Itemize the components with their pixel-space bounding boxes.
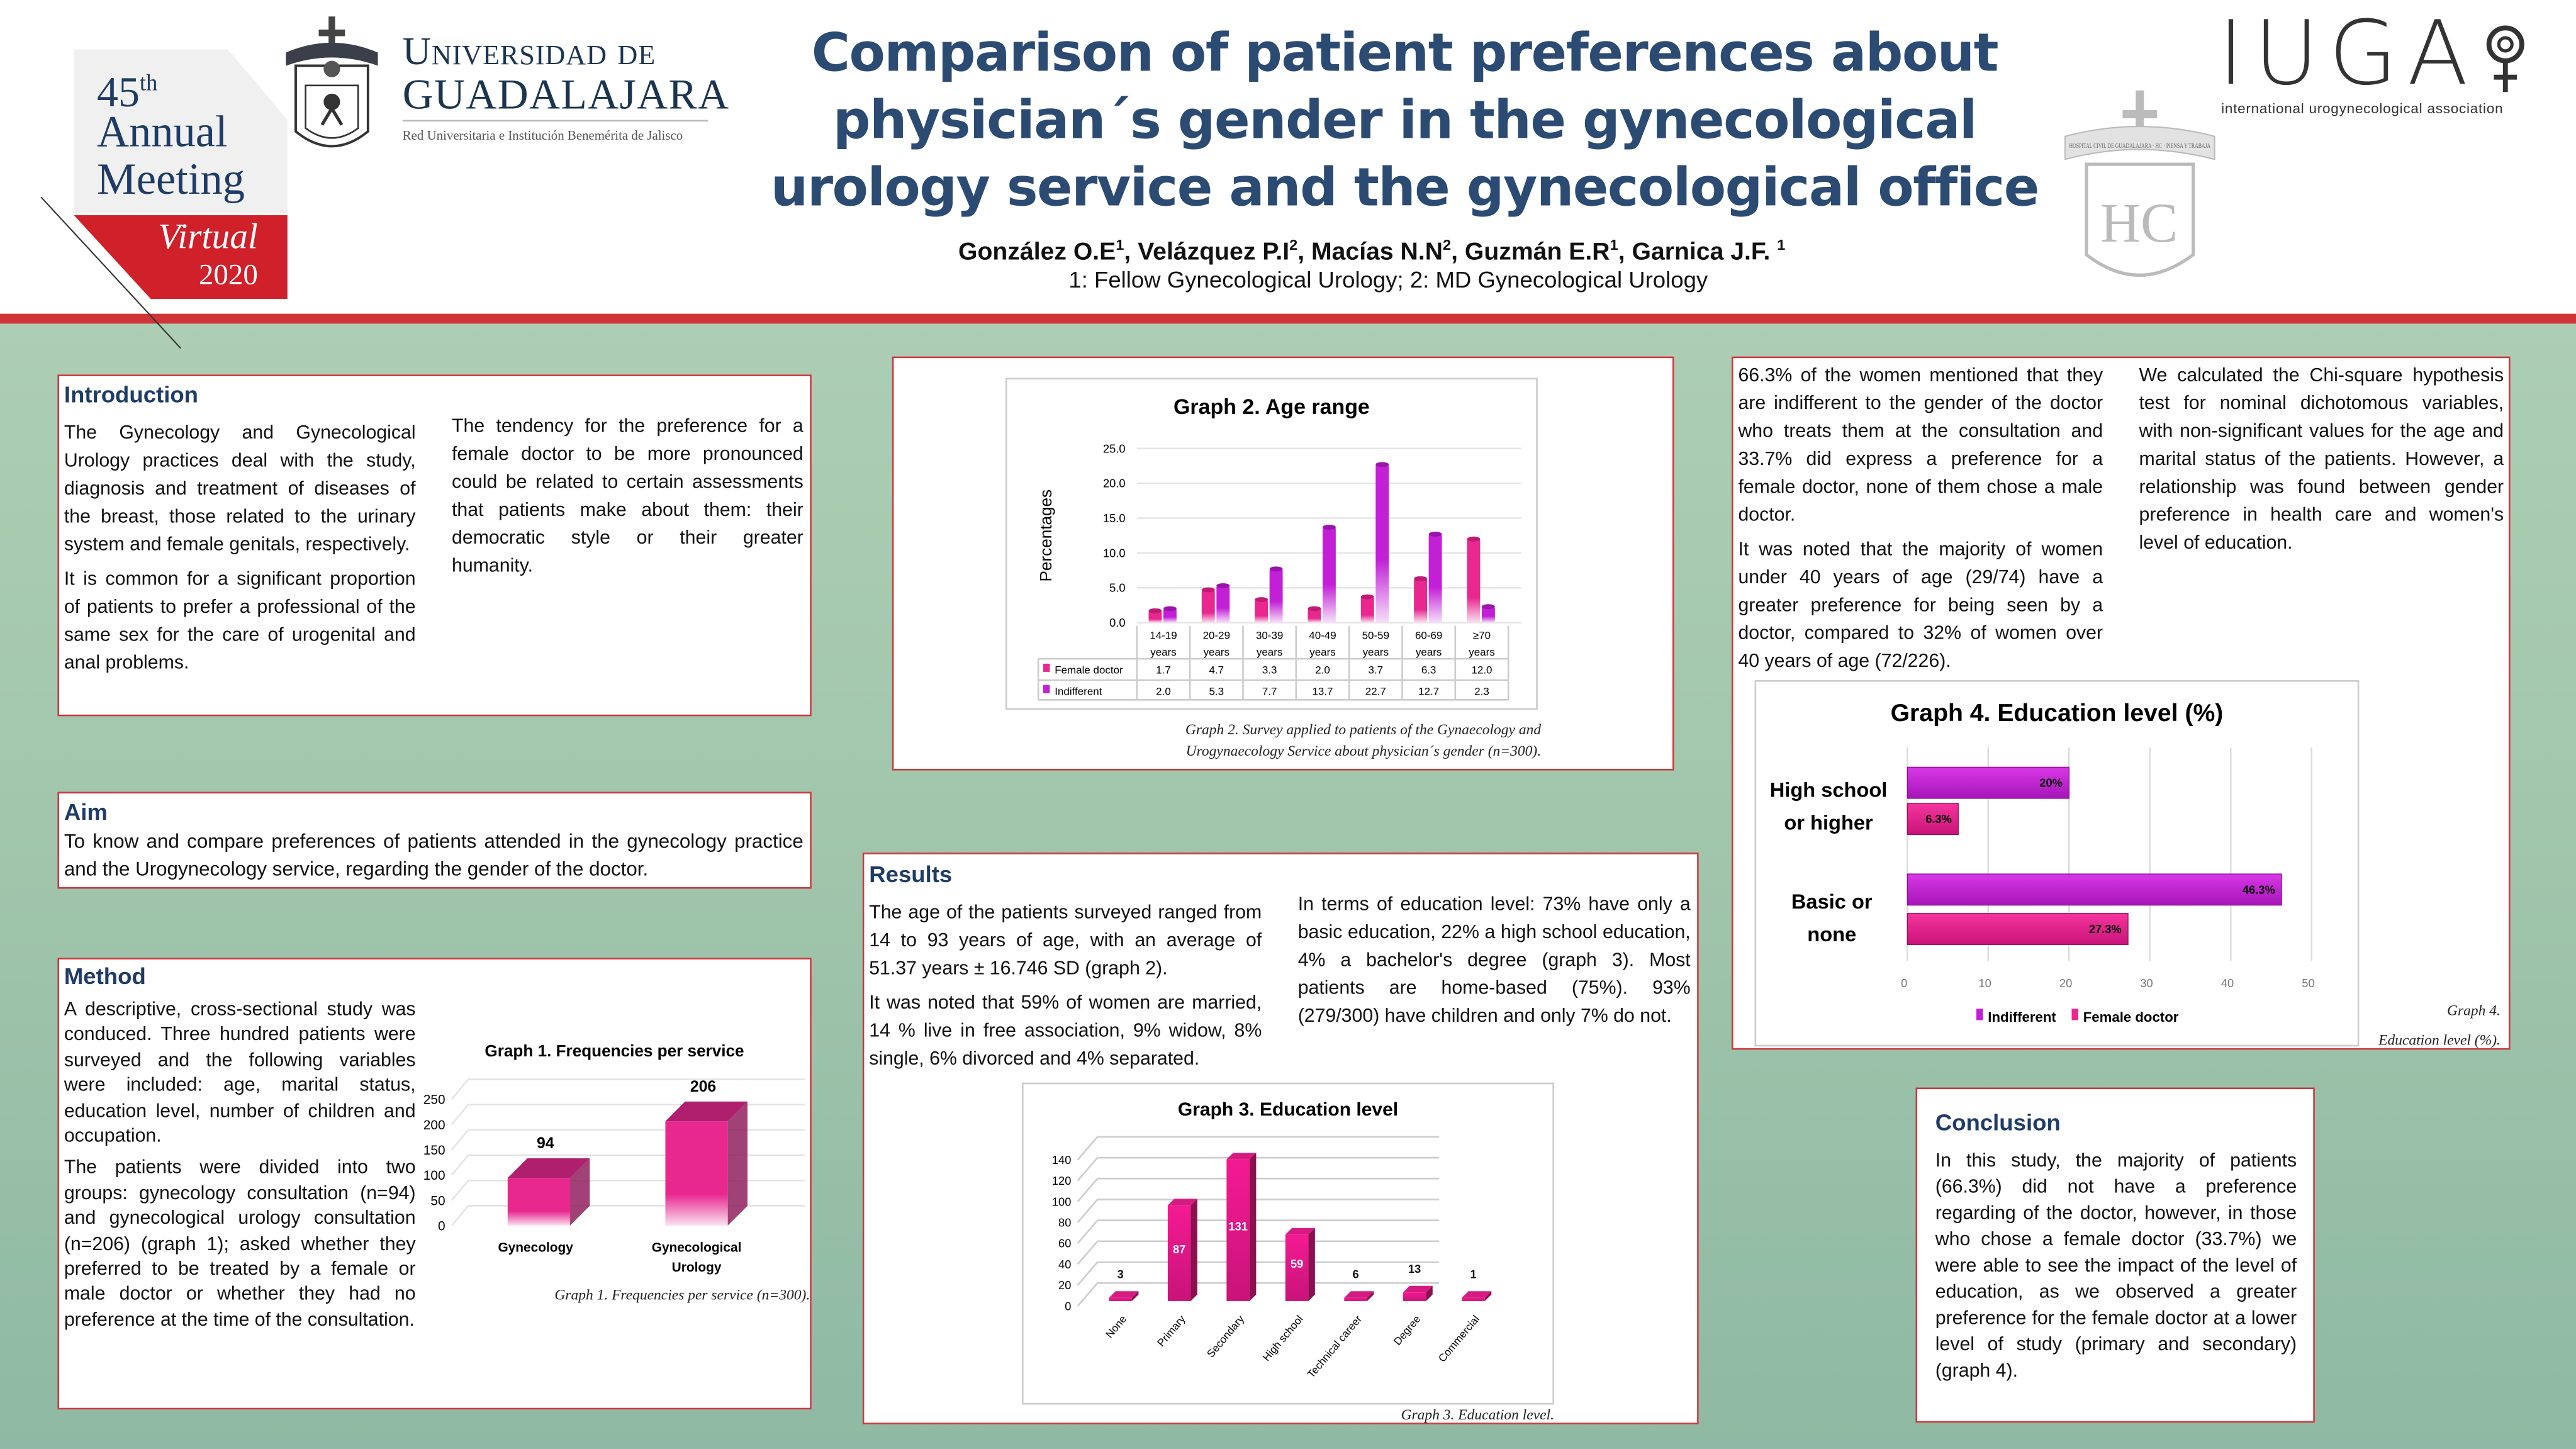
paragraph: A descriptive, cross-sectional study was…: [64, 999, 416, 1147]
aim-section: [57, 792, 812, 889]
caption-line: Graph 2. Survey applied to patients of t…: [1185, 721, 1542, 738]
hospital-seal-text: HOSPITAL CIVIL DE GUADALAJARA · HC · PIE…: [2069, 142, 2211, 150]
caption-line: Education level (%).: [2378, 1031, 2500, 1048]
paragraph: The patients were divided into two group…: [64, 1157, 416, 1331]
conclusion-text: In this study, the majority of patients …: [1935, 1150, 2297, 1382]
year-label: 2020: [198, 257, 258, 291]
author: Velázquez P.I2: [1138, 236, 1298, 266]
hospital-seal-logo: HOSPITAL CIVIL DE GUADALAJARA · HC · PIE…: [2064, 90, 2215, 277]
svg-text:HC: HC: [2100, 193, 2178, 254]
paragraph: The Gynecology and Gynecological Urology…: [64, 422, 416, 556]
paragraph: It was noted that the majority of women …: [1738, 539, 2103, 672]
paragraph: In terms of education level: 73% have on…: [1297, 893, 1691, 1027]
paragraph: The age of the patients surveyed ranged …: [869, 902, 1262, 980]
author: González O.E1: [958, 236, 1124, 266]
university-rule: [402, 120, 708, 122]
authors: González O.E1, Velázquez P.I2, Macías N.…: [958, 236, 1786, 266]
conclusion-heading: Conclusion: [1935, 1109, 2061, 1136]
paragraph: We calculated the Chi-square hypothesis …: [2139, 364, 2504, 554]
iuga-subtitle: international urogynecological associati…: [2221, 100, 2504, 117]
university-name-line2: Guadalajara: [402, 70, 730, 118]
graph3-frame: [1022, 1082, 1555, 1405]
results-heading: Results: [869, 861, 953, 887]
graph2-frame: [1005, 378, 1538, 710]
introduction-col1: The Gynecology and Gynecological Urology…: [64, 419, 416, 683]
author: Garnica J.F. 1: [1632, 236, 1786, 266]
graph4-caption: Graph 4. Education level (%).: [2349, 995, 2500, 1055]
graph2-section: [892, 356, 1674, 771]
affiliations: 1: Fellow Gynecological Urology; 2: MD G…: [1068, 266, 1708, 293]
method-heading: Method: [64, 963, 146, 989]
poster-title: Comparison of patient preferences about …: [770, 21, 2039, 219]
author: Guzmán E.R1: [1464, 236, 1618, 266]
author: Macías N.N2: [1311, 236, 1452, 266]
header-divider: [0, 313, 2576, 324]
university-subtitle: Red Universitaria e Institución Beneméri…: [402, 128, 683, 143]
udg-seal-logo: [286, 16, 378, 148]
iuga-logo: IUGA: [2217, 1, 2478, 106]
introduction-col2: The tendency for the preference for a fe…: [452, 412, 804, 586]
introduction-section: [57, 374, 812, 717]
graph4-frame: [1754, 680, 2360, 1047]
female-symbol-icon: [2486, 25, 2524, 92]
aim-heading: Aim: [64, 798, 108, 825]
introduction-heading: Introduction: [64, 381, 199, 408]
paragraph: It was noted that 59% of women are marri…: [869, 992, 1262, 1070]
meeting-label: Annual Meeting: [97, 106, 245, 204]
paragraph: 66.3% of the women mentioned that they a…: [1738, 364, 2103, 526]
graph3-caption: Graph 3. Education level.: [1401, 1406, 1555, 1423]
caption-line: Graph 4.: [2447, 1002, 2500, 1019]
findings-col2: We calculated the Chi-square hypothesis …: [2139, 361, 2504, 563]
paragraph: It is common for a significant proportio…: [64, 568, 416, 674]
aim-text: To know and compare preferences of patie…: [64, 829, 804, 881]
graph2-caption: Graph 2. Survey applied to patients of t…: [986, 720, 1542, 763]
paragraph: The tendency for the preference for a fe…: [452, 415, 804, 577]
results-col1: The age of the patients surveyed ranged …: [869, 898, 1262, 1079]
caption-line: Urogynaecology Service about physician´s…: [1185, 742, 1542, 759]
conclusion-section: [1915, 1087, 2315, 1423]
findings-col1: 66.3% of the women mentioned that they a…: [1738, 361, 2103, 681]
graph1-caption: Graph 1. Frequencies per service (n=300)…: [554, 1286, 810, 1303]
university-name-line1: Universidad de: [402, 31, 656, 74]
decorative-line: [40, 196, 181, 349]
method-text: A descriptive, cross-sectional study was…: [64, 997, 416, 1340]
results-col2: In terms of education level: 73% have on…: [1298, 890, 1691, 1036]
virtual-label: Virtual: [158, 215, 258, 257]
results-section: [862, 853, 1699, 1424]
meeting-number: 45th: [97, 68, 158, 116]
